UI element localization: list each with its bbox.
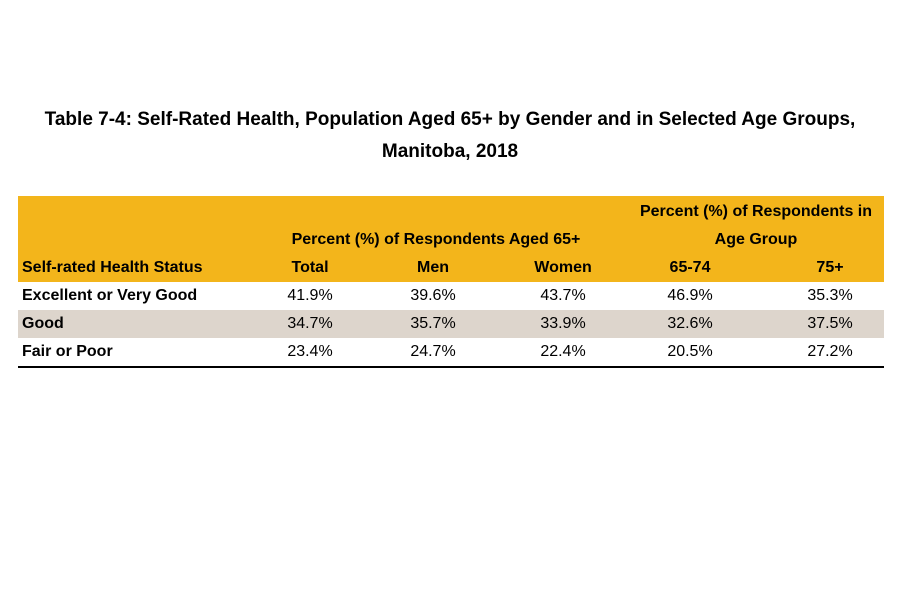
cell-value: 24.7% xyxy=(410,343,456,360)
cell-value: 35.3% xyxy=(807,287,853,304)
cell-value: 33.9% xyxy=(540,315,586,332)
column-header: 75+ xyxy=(816,259,844,276)
cell-value: 37.5% xyxy=(807,315,853,332)
cell-value: 46.9% xyxy=(667,287,713,304)
cell-value: 32.6% xyxy=(667,315,713,332)
group-header: Percent (%) of Respondents in Age Group xyxy=(639,203,873,248)
group-header: Percent (%) of Respondents Aged 65+ xyxy=(291,231,581,248)
column-header: 65-74 xyxy=(669,259,711,276)
column-header: Women xyxy=(534,259,592,276)
cell-value: 35.7% xyxy=(410,315,456,332)
cell-value: 39.6% xyxy=(410,287,456,304)
row-label: Good xyxy=(22,315,64,332)
column-header: Total xyxy=(291,259,329,276)
row-band xyxy=(18,310,884,338)
header-band xyxy=(18,196,884,282)
cell-value: 23.4% xyxy=(287,343,333,360)
row-label: Excellent or Very Good xyxy=(22,287,198,304)
cell-value: 20.5% xyxy=(667,343,713,360)
cell-value: 34.7% xyxy=(287,315,333,332)
cell-value: 43.7% xyxy=(540,287,586,304)
bottom-rule xyxy=(18,366,884,368)
cell-value: 22.4% xyxy=(540,343,586,360)
row-label: Fair or Poor xyxy=(22,343,113,360)
cell-value: 27.2% xyxy=(807,343,853,360)
cell-value: 41.9% xyxy=(287,287,333,304)
column-header: Men xyxy=(417,259,449,276)
column-header: Self-rated Health Status xyxy=(22,259,203,276)
table-title: Table 7-4: Self-Rated Health, Population… xyxy=(44,109,856,162)
